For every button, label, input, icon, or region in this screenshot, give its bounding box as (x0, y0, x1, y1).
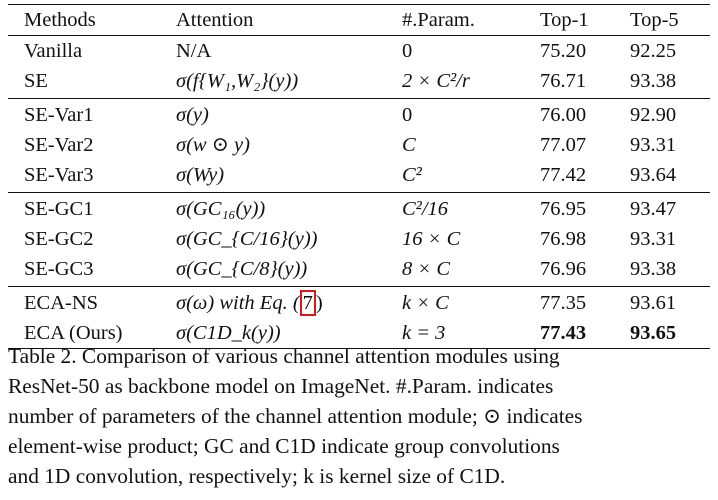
header-rule (8, 35, 710, 36)
table-row: SE-Var1 σ(y) 0 76.00 92.90 (8, 100, 710, 130)
header-methods: Methods (24, 9, 96, 31)
table-row: SE σ(f{W₁,W₂}(y)) 2 × C²/r 76.71 93.38 (8, 66, 710, 96)
params-cell: 0 (402, 40, 413, 62)
group-rule (8, 286, 710, 287)
top5-cell: 93.38 (630, 258, 677, 280)
params-cell: 16 × C (402, 228, 461, 250)
top5-cell: 93.64 (630, 164, 677, 186)
top5-cell: 93.31 (630, 228, 677, 250)
caption-line: element-wise product; GC and C1D indicat… (8, 434, 560, 458)
caption-line: ResNet-50 as backbone model on ImageNet.… (8, 374, 554, 398)
attention-cell: σ(C1D_k(y)) (176, 322, 281, 344)
attention-cell: N/A (176, 40, 212, 62)
table-row: SE-GC1 σ(GC₁₆(y)) C²/16 76.95 93.47 (8, 194, 710, 224)
table-header-row: Methods Attention #.Param. Top-1 Top-5 (8, 5, 710, 35)
top1-cell: 75.20 (540, 40, 587, 62)
caption-line: and 1D convolution, respectively; k is k… (8, 464, 506, 488)
caption-line: Table 2. Comparison of various channel a… (8, 344, 560, 368)
method-cell: SE-GC1 (24, 198, 94, 220)
caption-line: number of parameters of the channel atte… (8, 404, 583, 428)
params-cell: C² (402, 164, 422, 186)
group-rule (8, 98, 710, 99)
top5-cell: 93.47 (630, 198, 677, 220)
top5-cell: 92.25 (630, 40, 677, 62)
method-cell: SE (24, 70, 48, 92)
table-row: SE-GC3 σ(GC_{C/8}(y)) 8 × C 76.96 93.38 (8, 254, 710, 284)
table-row: SE-Var3 σ(Wy) C² 77.42 93.64 (8, 160, 710, 190)
params-cell: 8 × C (402, 258, 451, 280)
top1-cell: 77.42 (540, 164, 587, 186)
attention-prefix: σ(ω) with Eq. ( (176, 292, 300, 314)
table-row: SE-GC2 σ(GC_{C/16}(y)) 16 × C 76.98 93.3… (8, 224, 710, 254)
top5-cell-best: 93.65 (630, 322, 677, 344)
top1-cell-best: 77.43 (540, 322, 587, 344)
method-cell: Vanilla (24, 40, 83, 62)
params-cell: 2 × C²/r (402, 70, 470, 92)
top1-cell: 76.00 (540, 104, 587, 126)
header-attention: Attention (176, 9, 254, 31)
table-row: Vanilla N/A 0 75.20 92.25 (8, 36, 710, 66)
top1-cell: 76.71 (540, 70, 587, 92)
params-cell: k = 3 (402, 322, 446, 344)
attention-suffix: ) (315, 292, 323, 314)
params-cell: 0 (402, 104, 413, 126)
attention-cell: σ(ω) with Eq. (7) (176, 288, 323, 318)
table-row: ECA (Ours) σ(C1D_k(y)) k = 3 77.43 93.65 (8, 318, 710, 348)
table-row: ECA-NS σ(ω) with Eq. (7) k × C 77.35 93.… (8, 288, 710, 318)
comparison-table: Methods Attention #.Param. Top-1 Top-5 V… (8, 4, 710, 349)
table-caption: Table 2. Comparison of various channel a… (8, 341, 712, 491)
attention-cell: σ(GC_{C/16}(y)) (176, 228, 318, 250)
attention-cell: σ(y) (176, 104, 209, 126)
group-rule (8, 192, 710, 193)
attention-cell: σ(w ⊙ y) (176, 134, 250, 156)
attention-cell: σ(Wy) (176, 164, 225, 186)
method-cell: ECA (Ours) (24, 322, 123, 344)
header-top5: Top-5 (630, 9, 679, 31)
table-top-rule (8, 4, 710, 5)
params-cell: C (402, 134, 416, 156)
header-top1: Top-1 (540, 9, 589, 31)
method-cell: SE-Var3 (24, 164, 94, 186)
table-row: SE-Var2 σ(w ⊙ y) C 77.07 93.31 (8, 130, 710, 160)
method-cell: SE-Var1 (24, 104, 94, 126)
table-bottom-rule (8, 348, 710, 349)
equation-reference-link[interactable]: 7 (299, 290, 316, 316)
params-cell: k × C (402, 292, 449, 314)
top5-cell: 93.61 (630, 292, 677, 314)
top5-cell: 93.31 (630, 134, 677, 156)
method-cell: SE-GC3 (24, 258, 94, 280)
method-cell: SE-Var2 (24, 134, 94, 156)
top1-cell: 76.95 (540, 198, 587, 220)
params-cell: C²/16 (402, 198, 449, 220)
top5-cell: 93.38 (630, 70, 677, 92)
attention-cell: σ(GC₁₆(y)) (176, 198, 266, 220)
header-params: #.Param. (402, 9, 475, 31)
top1-cell: 77.35 (540, 292, 587, 314)
top5-cell: 92.90 (630, 104, 677, 126)
attention-cell: σ(GC_{C/8}(y)) (176, 258, 308, 280)
top1-cell: 76.96 (540, 258, 587, 280)
top1-cell: 76.98 (540, 228, 587, 250)
top1-cell: 77.07 (540, 134, 587, 156)
method-cell: SE-GC2 (24, 228, 94, 250)
method-cell: ECA-NS (24, 292, 99, 314)
attention-cell: σ(f{W₁,W₂}(y)) (176, 70, 299, 92)
